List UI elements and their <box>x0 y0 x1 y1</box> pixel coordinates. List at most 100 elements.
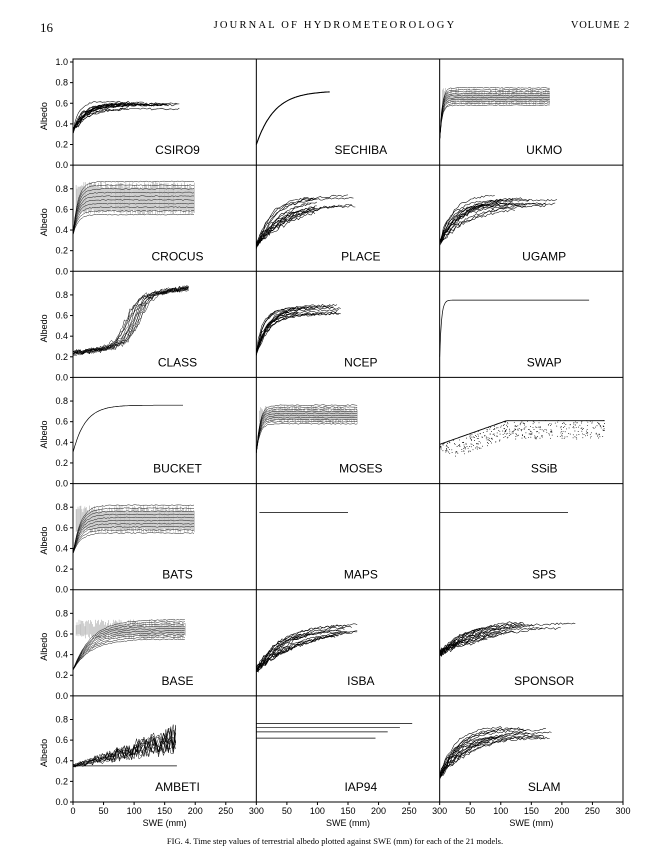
y-tick-label: 0.0 <box>55 479 68 489</box>
series-trace <box>256 197 317 247</box>
panel-crocus: CROCUS <box>72 180 204 263</box>
scatter-point <box>541 429 543 431</box>
scatter-point <box>583 434 585 435</box>
series-trace <box>256 422 358 453</box>
scatter-point <box>548 434 550 436</box>
scatter-point <box>551 430 553 432</box>
scatter-point <box>515 438 517 440</box>
scatter-point <box>456 451 458 453</box>
y-axis-label: Albedo <box>39 527 49 555</box>
scatter-point <box>499 439 501 441</box>
scatter-point <box>463 444 465 446</box>
scatter-point <box>561 428 563 430</box>
scatter-point <box>468 451 469 453</box>
series-trace <box>72 725 176 768</box>
model-name-label: BASE <box>161 674 193 688</box>
panel-class: CLASS <box>72 284 197 369</box>
scatter-point <box>559 435 561 437</box>
scatter-point <box>508 428 510 430</box>
scatter-point <box>477 433 479 435</box>
series-trace <box>72 284 189 355</box>
series-trace <box>439 727 521 776</box>
series-trace <box>439 628 488 652</box>
scatter-point <box>534 435 536 437</box>
scatter-point <box>582 437 584 439</box>
scatter-point <box>504 428 506 430</box>
series-trace <box>439 622 576 657</box>
y-tick-label: 0.8 <box>55 502 68 512</box>
scatter-point <box>519 423 521 424</box>
scatter-point <box>463 453 465 455</box>
scatter-point <box>543 430 545 432</box>
model-name-label: SWAP <box>527 355 562 369</box>
series-trace <box>72 213 195 236</box>
series-trace <box>72 210 194 235</box>
scatter-point <box>445 450 447 452</box>
scatter-point <box>503 437 505 439</box>
series-trace <box>256 420 358 453</box>
series-trace <box>256 627 345 669</box>
series-trace <box>439 623 523 653</box>
model-name-label: UGAMP <box>522 249 566 263</box>
scatter-point <box>505 431 507 432</box>
scatter-point <box>463 445 465 447</box>
x-tick-label: 150 <box>340 806 355 816</box>
series-trace <box>439 420 605 445</box>
scatter-point <box>536 427 538 429</box>
scatter-point <box>528 429 529 431</box>
scatter-point <box>446 444 448 446</box>
scatter-point <box>572 437 574 439</box>
scatter-point <box>467 447 469 449</box>
series-trace <box>72 532 195 554</box>
scatter-point <box>470 439 472 440</box>
scatter-point <box>461 450 463 452</box>
panel-sps: SPS <box>439 512 568 582</box>
scatter-point <box>594 426 596 428</box>
scatter-point <box>587 432 589 434</box>
scatter-point <box>501 425 503 427</box>
series-trace <box>439 299 590 357</box>
series-trace <box>439 88 550 140</box>
scatter-point <box>504 431 506 433</box>
scatter-point <box>598 423 600 425</box>
series-trace <box>439 204 547 246</box>
scatter-point <box>464 448 466 450</box>
series-trace <box>72 732 176 767</box>
scatter-point <box>548 433 550 435</box>
model-name-label: MAPS <box>344 568 378 582</box>
scatter-point <box>515 436 517 437</box>
scatter-point <box>532 421 534 423</box>
scatter-point <box>503 424 505 426</box>
scatter-point <box>563 427 564 428</box>
x-tick-label: 150 <box>157 806 172 816</box>
scatter-point <box>538 422 540 424</box>
scatter-point <box>521 428 523 430</box>
series-trace <box>439 209 515 243</box>
scatter-point <box>583 427 585 429</box>
series-trace <box>439 630 488 655</box>
scatter-point <box>568 427 570 429</box>
model-name-label: SECHIBA <box>334 143 387 157</box>
scatter-point <box>551 434 553 436</box>
scatter-point <box>591 422 593 424</box>
scatter-point <box>557 421 559 423</box>
scatter-point <box>578 426 580 428</box>
x-tick-label: 300 <box>432 806 447 816</box>
model-name-label: BUCKET <box>153 462 202 476</box>
scatter-point <box>598 437 600 439</box>
scatter-point <box>486 431 488 432</box>
scatter-point <box>595 432 597 434</box>
scatter-point <box>491 431 492 433</box>
model-name-label: CROCUS <box>151 249 203 263</box>
series-trace <box>72 285 189 354</box>
model-name-label: CSIRO9 <box>155 143 200 157</box>
scatter-point <box>459 446 461 448</box>
scatter-point <box>503 425 504 426</box>
scatter-point <box>485 437 487 439</box>
scatter-point <box>560 432 562 434</box>
scatter-point <box>476 447 478 449</box>
scatter-point <box>454 443 455 445</box>
scatter-point <box>585 435 587 437</box>
panel-ukmo: UKMO <box>439 87 562 157</box>
series-trace <box>256 416 358 453</box>
